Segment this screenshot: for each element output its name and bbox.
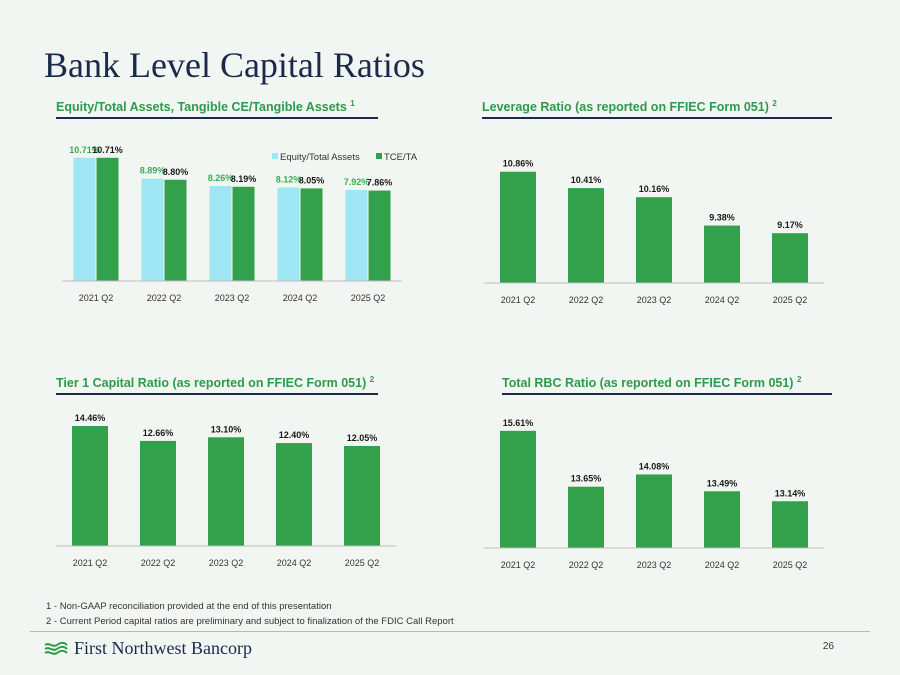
footnote-ref: 1	[350, 99, 355, 108]
legend-swatch-1	[376, 153, 382, 159]
page-title: Bank Level Capital Ratios	[44, 45, 425, 85]
x-tick-label: 2022 Q2	[569, 295, 604, 305]
footnote-ref: 2	[369, 375, 375, 384]
company-logo: First Northwest Bancorp	[44, 638, 252, 659]
x-tick-label: 2022 Q2	[569, 560, 604, 570]
x-tick-label: 2023 Q2	[637, 295, 672, 305]
bar-tce-ta-0	[96, 157, 119, 281]
data-label: 12.66%	[143, 428, 174, 438]
bar-tier-1-capital-ratio-4	[344, 445, 380, 546]
data-label: 10.41%	[571, 175, 602, 185]
data-label: 8.05%	[299, 175, 325, 185]
bar-equity-total-assets-2	[209, 185, 232, 281]
bar-tce-ta-3	[300, 188, 323, 281]
bar-tier-1-capital-ratio-1	[140, 440, 176, 546]
leverage-ratio-chart: 10.86% 2021 Q2 10.41% 2022 Q2 10.16% 2023 Q2 9…	[484, 159, 824, 305]
x-tick-label: 2024 Q2	[705, 295, 740, 305]
data-label: 8.80%	[163, 167, 189, 177]
x-tick-label: 2023 Q2	[215, 293, 250, 303]
bar-tce-ta-4	[368, 190, 391, 281]
bar-tce-ta-2	[232, 186, 255, 281]
data-label: 13.65%	[571, 474, 602, 484]
data-label: 13.14%	[775, 488, 806, 498]
footnote-2: 2 - Current Period capital ratios are pr…	[46, 616, 454, 627]
x-tick-label: 2022 Q2	[147, 293, 182, 303]
x-tick-label: 2025 Q2	[351, 293, 386, 303]
company-name: First Northwest Bancorp	[74, 638, 252, 658]
tier1-capital-chart: 14.46% 2021 Q2 12.66% 2022 Q2 13.10% 2023 Q2 1…	[56, 413, 396, 568]
bar-equity-total-assets-3	[277, 187, 300, 281]
data-label: 8.26%	[208, 173, 234, 183]
chart-heading-leverage-text: Leverage Ratio (as reported on FFIEC For…	[482, 100, 769, 115]
data-label: 13.10%	[211, 424, 242, 434]
data-label: 10.71%	[92, 145, 123, 155]
x-tick-label: 2021 Q2	[501, 560, 536, 570]
chart-heading-rbc: Total RBC Ratio (as reported on FFIEC Fo…	[502, 375, 832, 396]
x-tick-label: 2024 Q2	[705, 560, 740, 570]
bar-total-rbc-ratio-0	[500, 430, 536, 548]
bar-leverage-ratio-3	[704, 225, 740, 283]
wave-logo-icon	[44, 641, 68, 655]
bar-equity-total-assets-0	[73, 157, 96, 281]
chart-heading-equity-text: Equity/Total Assets, Tangible CE/Tangibl…	[56, 100, 347, 115]
bar-total-rbc-ratio-1	[568, 486, 604, 548]
x-tick-label: 2025 Q2	[773, 560, 808, 570]
data-label: 10.71%	[69, 145, 100, 155]
bar-tier-1-capital-ratio-2	[208, 437, 244, 546]
x-tick-label: 2025 Q2	[345, 558, 380, 568]
footnote-ref: 2	[772, 99, 777, 108]
data-label: 7.92%	[344, 177, 370, 187]
data-label: 14.08%	[639, 461, 670, 471]
x-tick-label: 2021 Q2	[501, 295, 536, 305]
data-label: 13.49%	[707, 478, 738, 488]
total-rbc-chart: 15.61% 2021 Q2 13.65% 2022 Q2 14.08% 2023 Q2 1…	[484, 418, 824, 570]
bar-tce-ta-1	[164, 179, 187, 281]
page-number: 26	[822, 641, 834, 652]
bar-equity-total-assets-1	[141, 178, 164, 281]
data-label: 12.05%	[347, 433, 378, 443]
x-tick-label: 2021 Q2	[73, 558, 108, 568]
footnote-ref: 2	[796, 375, 802, 384]
bar-leverage-ratio-2	[636, 197, 672, 283]
bar-tier-1-capital-ratio-3	[276, 443, 312, 546]
legend-swatch-0	[272, 153, 278, 159]
legend-label-0: Equity/Total Assets	[280, 152, 360, 163]
chart-heading-rbc-text: Total RBC Ratio (as reported on FFIEC Fo…	[502, 376, 794, 391]
chart-heading-tier1-text: Tier 1 Capital Ratio (as reported on FFI…	[56, 376, 367, 391]
data-label: 8.89%	[140, 166, 166, 176]
footnotes: 1 - Non-GAAP reconciliation provided at …	[46, 599, 454, 629]
legend-label-1: TCE/TA	[384, 152, 418, 163]
bar-total-rbc-ratio-2	[636, 474, 672, 548]
chart-heading-tier1: Tier 1 Capital Ratio (as reported on FFI…	[56, 375, 378, 396]
data-label: 8.19%	[231, 174, 257, 184]
data-label: 12.40%	[279, 430, 310, 440]
bar-leverage-ratio-0	[500, 171, 536, 283]
bar-total-rbc-ratio-4	[772, 501, 808, 548]
data-label: 9.38%	[709, 213, 735, 223]
x-tick-label: 2023 Q2	[209, 558, 244, 568]
footnote-1: 1 - Non-GAAP reconciliation provided at …	[46, 601, 332, 612]
x-tick-label: 2024 Q2	[277, 558, 312, 568]
x-tick-label: 2023 Q2	[637, 560, 672, 570]
x-tick-label: 2024 Q2	[283, 293, 318, 303]
data-label: 10.86%	[503, 159, 534, 169]
bar-leverage-ratio-4	[772, 233, 808, 283]
bar-tier-1-capital-ratio-0	[72, 425, 108, 546]
bar-leverage-ratio-1	[568, 188, 604, 283]
data-label: 14.46%	[75, 413, 106, 423]
bar-total-rbc-ratio-3	[704, 491, 740, 548]
chart-heading-equity: Equity/Total Assets, Tangible CE/Tangibl…	[56, 99, 378, 120]
data-label: 10.16%	[639, 184, 670, 194]
data-label: 7.86%	[367, 178, 393, 188]
bar-equity-total-assets-4	[345, 189, 368, 281]
data-label: 9.17%	[777, 220, 803, 230]
chart-heading-leverage: Leverage Ratio (as reported on FFIEC For…	[482, 99, 832, 120]
x-tick-label: 2022 Q2	[141, 558, 176, 568]
data-label: 8.12%	[276, 175, 302, 185]
x-tick-label: 2025 Q2	[773, 295, 808, 305]
data-label: 15.61%	[503, 418, 534, 428]
x-tick-label: 2021 Q2	[79, 293, 114, 303]
footer-divider	[30, 631, 870, 632]
equity-assets-chart: 10.71%10.71% 2021 Q2 8.89%8.80% 2022 Q2 8.26…	[62, 145, 418, 303]
